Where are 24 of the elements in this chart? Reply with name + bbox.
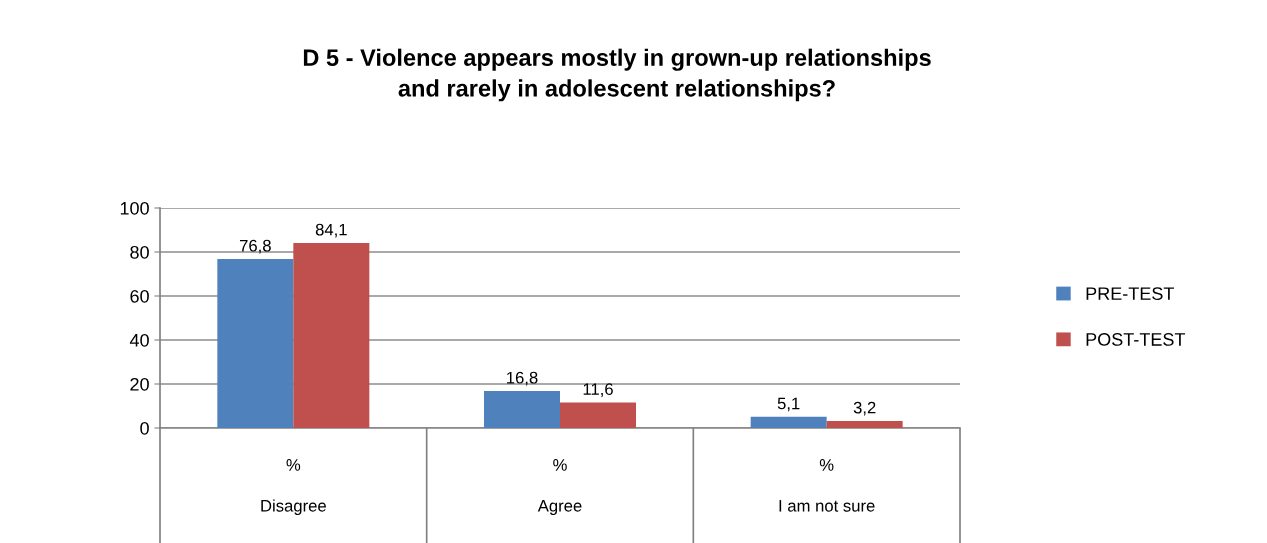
- category-label: % Agree: [537, 459, 582, 515]
- chart-title: D 5 - Violence appears mostly in grown-up relationships and rarely in adolescent relationships?: [303, 48, 931, 102]
- y-tick-label: 40: [129, 333, 149, 347]
- bar: [217, 259, 294, 428]
- data-label: 3,2: [853, 401, 876, 416]
- data-label: 16,8: [507, 371, 538, 386]
- data-label: 84,1: [315, 223, 347, 238]
- y-tick-label: 20: [130, 377, 149, 391]
- legend-label: PRE-TEST: [1086, 287, 1175, 300]
- y-tick-label: 100: [120, 201, 149, 215]
- bar: [484, 391, 560, 428]
- category-label: % I am not sure: [779, 459, 875, 512]
- y-tick-label: 0: [140, 421, 149, 435]
- bar: [826, 420, 903, 428]
- bar: [750, 416, 827, 428]
- data-label: 11,6: [583, 383, 613, 397]
- bar: [293, 242, 370, 428]
- data-label: 5,1: [777, 397, 800, 412]
- data-label: 76,8: [239, 239, 271, 254]
- bar: [560, 402, 636, 428]
- y-tick-label: 80: [130, 245, 149, 259]
- legend-label: POST-TEST: [1086, 333, 1186, 346]
- category-label: % Disagree: [261, 459, 326, 515]
- y-tick-label: 60: [130, 289, 149, 303]
